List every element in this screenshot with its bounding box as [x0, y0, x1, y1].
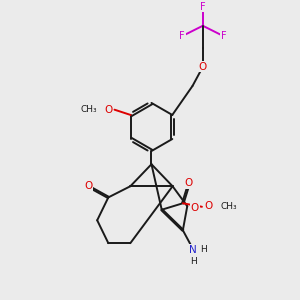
Text: CH₃: CH₃ — [81, 105, 98, 114]
Text: O: O — [191, 203, 199, 213]
Text: O: O — [204, 201, 212, 211]
Text: CH₃: CH₃ — [220, 202, 237, 211]
Text: F: F — [200, 2, 206, 12]
Text: F: F — [220, 31, 226, 41]
Text: F: F — [179, 31, 185, 41]
Text: O: O — [199, 62, 207, 72]
Text: H: H — [200, 245, 207, 254]
Text: O: O — [84, 181, 92, 191]
Text: O: O — [184, 178, 193, 188]
Text: N: N — [189, 245, 197, 255]
Text: H: H — [190, 257, 196, 266]
Text: O: O — [104, 105, 112, 115]
